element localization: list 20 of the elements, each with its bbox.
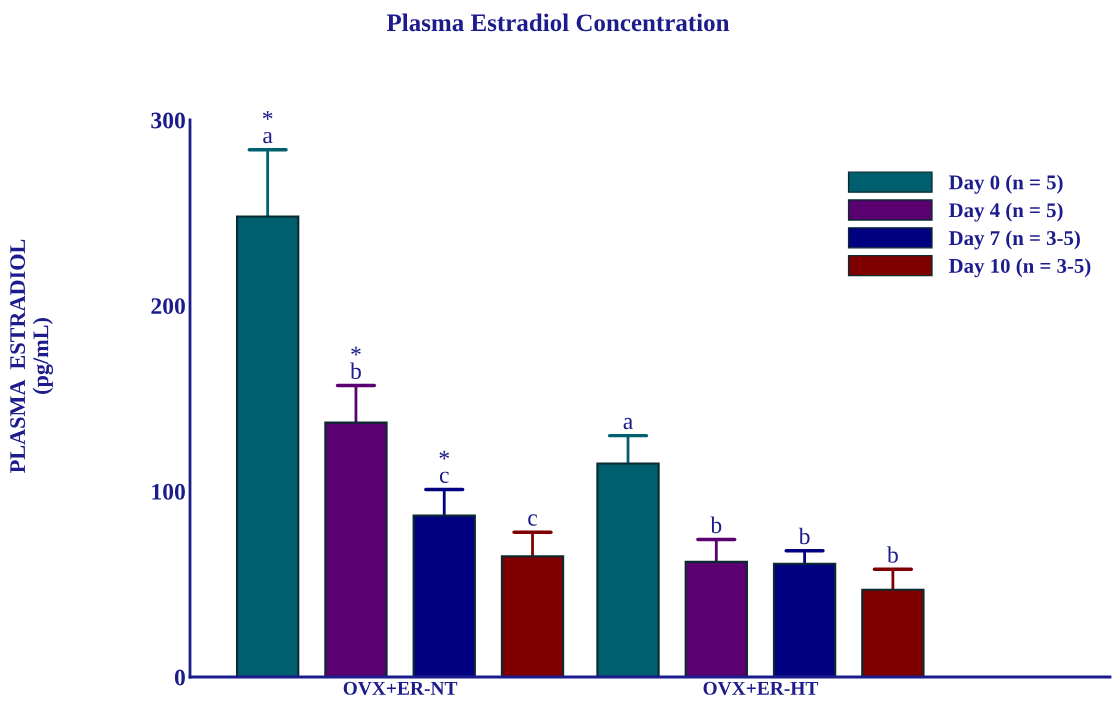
legend-label: Day 0 (n = 5) <box>948 174 1063 194</box>
x-tick-label: OVX+ER-NT <box>343 681 458 695</box>
y-tick-label: 100 <box>152 483 185 500</box>
legend-label: Day 10 (n = 3-5) <box>948 258 1091 278</box>
chart-title: Plasma Estradiol Concentration <box>386 13 730 32</box>
data-label: * b <box>350 346 361 380</box>
y-axis-title: PLASMA ESTRADIOL (pg/mL) <box>10 239 54 473</box>
y-tick-label: 200 <box>151 298 185 315</box>
y-tick-label: 300 <box>151 112 185 129</box>
data-label: b <box>798 527 810 545</box>
data-label: b <box>710 516 722 534</box>
data-label: a <box>623 417 633 430</box>
legend-label: Day 7 (n = 3-5) <box>948 230 1080 250</box>
data-label: * a <box>262 111 273 144</box>
data-label: * c <box>439 450 450 484</box>
data-label: c <box>528 514 538 526</box>
legend-label: Day 4 (n = 5) <box>948 202 1063 222</box>
x-tick-label: OVX+ER-HT <box>703 681 819 695</box>
y-tick-label: 0 <box>174 669 185 686</box>
data-label: b <box>886 546 898 563</box>
